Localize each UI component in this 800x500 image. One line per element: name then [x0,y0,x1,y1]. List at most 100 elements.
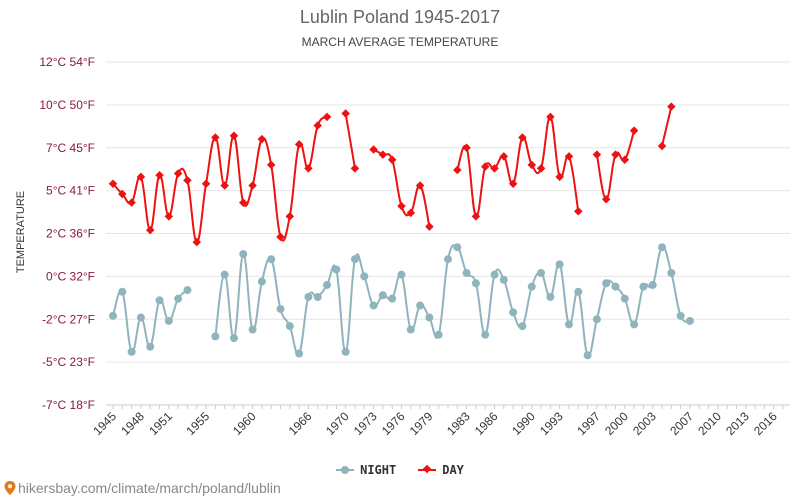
night-data-point [499,275,508,284]
day-series-line [112,116,328,244]
night-data-point [546,292,555,301]
night-data-point [648,280,657,289]
day-series-line [344,113,356,169]
night-data-point [555,260,564,269]
y-tick-label: 2°C 36°F [46,227,95,241]
y-tick-label: 5°C 41°F [46,184,95,198]
x-tick-label: 1966 [286,409,315,438]
night-data-point [592,315,601,324]
night-data-point [313,292,322,301]
night-data-point [527,282,536,291]
night-data-point [360,272,369,281]
night-series-line [214,244,691,357]
day-series-line [661,106,673,147]
map-pin-icon [4,481,16,495]
day-data-point [574,206,583,216]
legend-label-day: DAY [442,463,464,477]
night-data-point [462,268,471,277]
day-data-point [164,212,174,221]
night-data-point [481,330,490,339]
night-data-point [444,255,452,264]
day-data-point [406,208,416,218]
day-data-point [620,155,630,164]
day-data-point [201,179,211,189]
night-data-point [155,296,164,305]
night-data-point [127,347,136,356]
night-data-point [276,304,285,313]
legend-item-night[interactable]: NIGHT [336,463,396,477]
day-data-point [155,170,164,180]
night-data-point [332,265,341,274]
day-data-point [285,212,295,221]
night-data-point [146,342,155,351]
day-data-point [387,155,397,164]
day-data-point [508,179,518,189]
y-tick-label: 10°C 50°F [39,98,95,112]
x-tick-label: 1970 [323,409,352,438]
night-data-point [564,320,573,329]
night-data-point [267,255,276,264]
day-data-point [257,134,267,144]
day-data-point [453,165,462,175]
day-data-point [322,112,332,122]
day-data-point [480,162,490,171]
y-tick-label: 12°C 54°F [39,55,95,69]
day-data-point [229,131,239,140]
night-data-point [341,347,350,356]
y-tick-label: -2°C 27°F [42,312,95,326]
night-data-point [434,330,443,339]
night-data-point [118,287,127,296]
x-tick-label: 1960 [230,409,259,438]
y-tick-label: 0°C 32°F [46,269,95,283]
night-data-point [164,316,173,325]
night-data-point [620,294,629,303]
day-data-point [527,160,536,170]
x-tick-label: 1983 [444,409,473,438]
x-tick-label: 1951 [146,409,175,438]
day-data-point [220,181,229,190]
source-link[interactable]: hikersbay.com/climate/march/poland/lubli… [4,480,281,496]
night-data-point [537,268,546,277]
x-tick-label: 1945 [90,409,119,438]
x-tick-label: 1973 [351,409,380,438]
night-data-point [630,320,639,329]
night-data-point [211,332,220,341]
legend-label-night: NIGHT [360,463,397,477]
day-data-point [499,152,509,161]
day-data-point [611,150,620,159]
night-data-point [453,243,462,252]
night-data-point [220,270,229,279]
night-data-point [388,294,397,303]
night-data-point [323,280,332,289]
day-data-point [601,194,611,204]
day-data-point [183,176,192,185]
day-data-point [657,141,667,151]
day-data-point [341,109,350,118]
night-data-point [658,243,667,252]
day-data-point [313,121,322,130]
x-tick-label: 2003 [630,409,659,438]
day-data-point [546,112,555,122]
day-data-point [536,164,546,173]
y-tick-label: -5°C 23°F [42,355,95,369]
y-tick-label: 7°C 45°F [46,141,95,155]
night-data-point [229,334,238,343]
night-data-point [136,313,145,322]
x-tick-label: 1976 [379,409,408,438]
x-tick-label: 1948 [118,409,147,438]
legend-item-day[interactable]: DAY [418,463,464,477]
day-data-point [415,181,425,190]
day-data-point [667,102,676,111]
day-data-point [471,212,481,221]
x-tick-label: 2013 [723,409,752,438]
y-tick-label: -7°C 18°F [42,398,95,412]
night-data-point [406,325,415,334]
day-data-point [350,164,360,173]
night-data-point [639,282,648,291]
night-data-point [378,291,387,300]
day-data-point [369,145,378,154]
day-data-point [592,150,602,159]
night-data-point [583,351,592,360]
night-data-point [416,301,425,310]
